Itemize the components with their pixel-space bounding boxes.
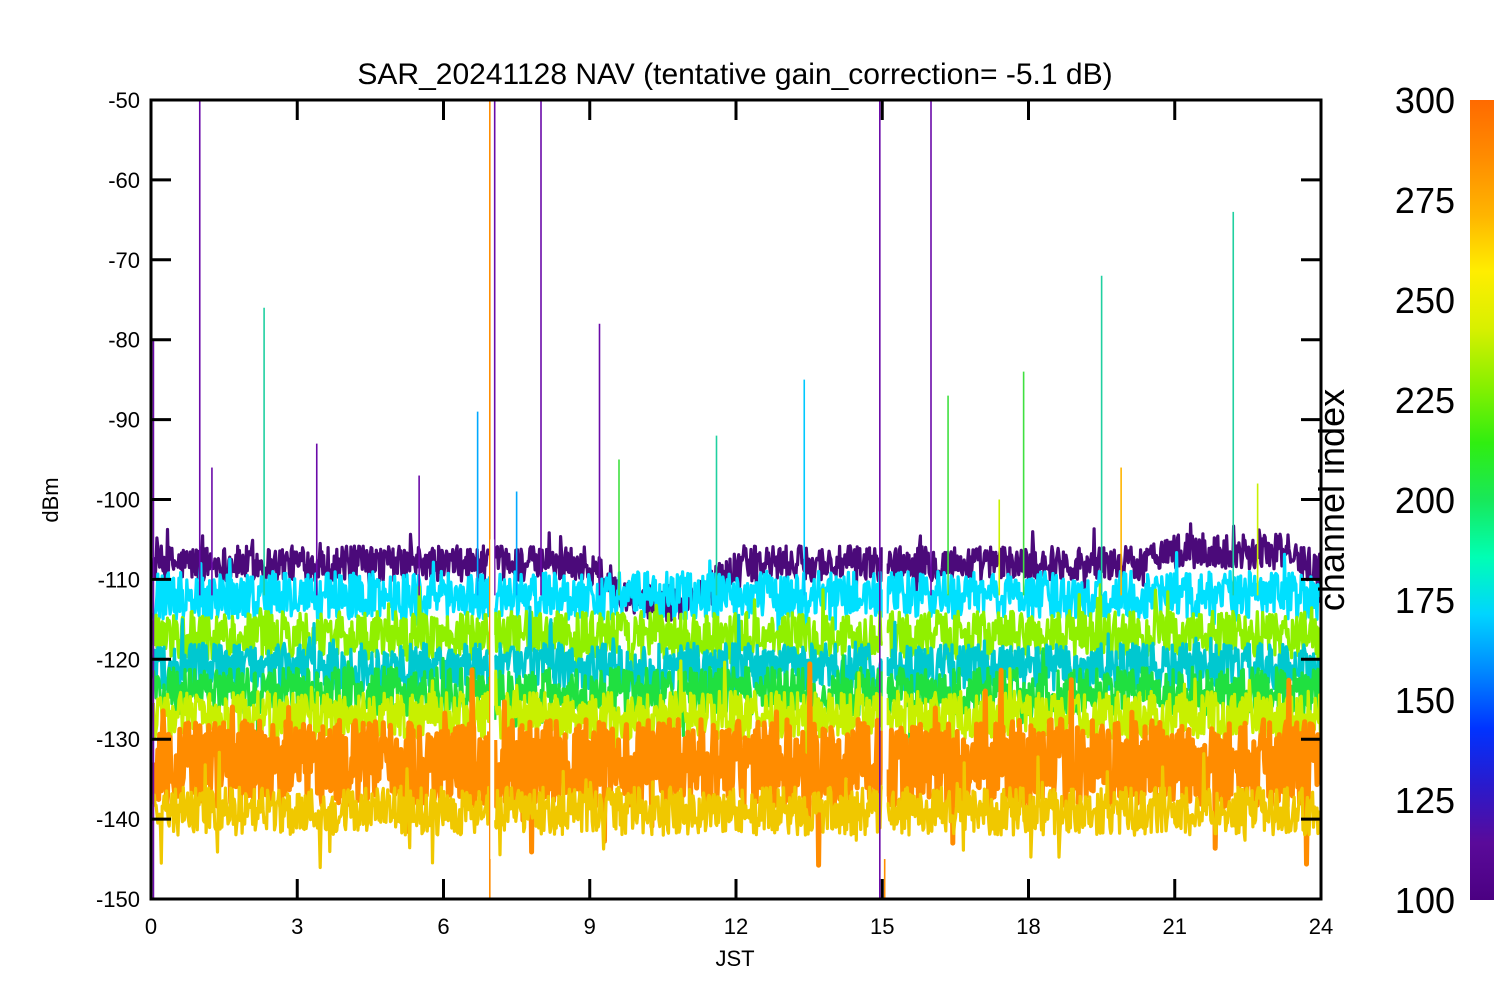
band-layer [151, 522, 1321, 870]
y-axis: -50 -60 -70 -80 -90 -100 -110 -120 -130 -140 -150 [96, 88, 1321, 912]
y-tick-label: -120 [96, 647, 140, 672]
band-series [151, 750, 1321, 870]
x-axis: 0 3 6 9 12 15 18 21 24 [145, 100, 1333, 939]
y-tick-label: -130 [96, 727, 140, 752]
colorbar-label: channel index [1311, 389, 1352, 611]
band-series [151, 661, 1321, 868]
y-tick-label: -80 [108, 328, 140, 353]
x-tick-label: 3 [291, 914, 303, 939]
y-axis-label: dBm [38, 477, 63, 522]
gap-layer [490, 539, 887, 860]
y-tick-label: -140 [96, 807, 140, 832]
x-tick-label: 6 [437, 914, 449, 939]
colorbar-tick-label: 250 [1395, 280, 1455, 321]
colorbar-tick-label: 150 [1395, 680, 1455, 721]
band-series [151, 659, 1321, 773]
y-tick-label: -150 [96, 887, 140, 912]
x-tick-label: 18 [1016, 914, 1040, 939]
y-tick-label: -110 [98, 567, 140, 592]
x-tick-label: 12 [724, 914, 748, 939]
colorbar-tick-label: 200 [1395, 480, 1455, 521]
chart-title: SAR_20241128 NAV (tentative gain_correct… [357, 58, 1112, 91]
colorbar-tick-label: 100 [1395, 880, 1455, 921]
colorbar-tick-label: 300 [1395, 80, 1455, 121]
x-tick-label: 24 [1309, 914, 1333, 939]
data-gap [882, 539, 887, 860]
y-tick-label: -90 [108, 408, 140, 433]
colorbar-tick-label: 125 [1395, 780, 1455, 821]
y-tick-label: -50 [108, 88, 140, 113]
band-series [151, 583, 1321, 702]
x-tick-label: 15 [870, 914, 894, 939]
colorbar-tick-label: 175 [1395, 580, 1455, 621]
colorbar-axis: 300 275 250 225 200 175 150 125 100 [1395, 80, 1455, 921]
colorbar-tick-label: 225 [1395, 380, 1455, 421]
x-axis-label: JST [715, 946, 754, 971]
x-tick-label: 0 [145, 914, 157, 939]
y-tick-label: -70 [108, 248, 140, 273]
y-tick-label: -100 [96, 488, 140, 513]
colorbar-tick-label: 275 [1395, 180, 1455, 221]
data-gap [490, 539, 495, 860]
x-tick-label: 21 [1163, 914, 1187, 939]
colorbar [1470, 100, 1494, 900]
y-tick-label: -60 [108, 168, 140, 193]
band-series [151, 551, 1321, 639]
x-tick-label: 9 [584, 914, 596, 939]
